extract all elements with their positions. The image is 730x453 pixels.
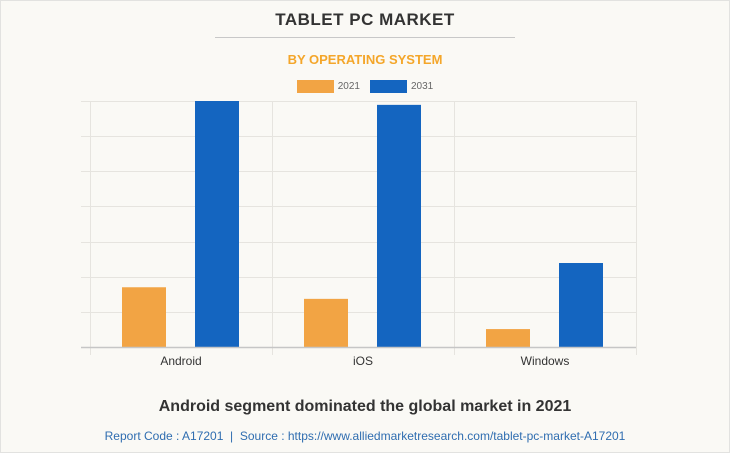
x-tick-label-android: Android <box>160 354 201 368</box>
bar-ios-2031 <box>377 104 421 347</box>
bar-android-2021 <box>122 287 166 347</box>
legend-item-2031[interactable]: 2031 <box>370 80 433 93</box>
bar-windows-2031 <box>559 263 603 347</box>
bar-ios-2021 <box>304 298 348 347</box>
legend-label-2031: 2031 <box>411 81 434 92</box>
chart-caption: Android segment dominated the global mar… <box>158 398 572 415</box>
legend-swatch-2021 <box>296 80 334 93</box>
bar-windows-2021 <box>486 329 530 347</box>
title-divider <box>215 37 515 38</box>
chart-subtitle: BY OPERATING SYSTEM <box>287 52 443 67</box>
legend: 2021 2031 <box>0 80 730 93</box>
chart-title: TABLET PC MARKET <box>275 10 455 29</box>
source-line[interactable]: Report Code : A17201 | Source : https://… <box>104 429 626 443</box>
legend-label-2021: 2021 <box>337 81 360 92</box>
legend-item-2021[interactable]: 2021 <box>296 80 360 93</box>
x-tick-label-ios: iOS <box>353 354 373 368</box>
bar-android-2031 <box>195 101 239 347</box>
x-tick-label-windows: Windows <box>521 354 570 368</box>
legend-swatch-2031 <box>370 80 407 93</box>
